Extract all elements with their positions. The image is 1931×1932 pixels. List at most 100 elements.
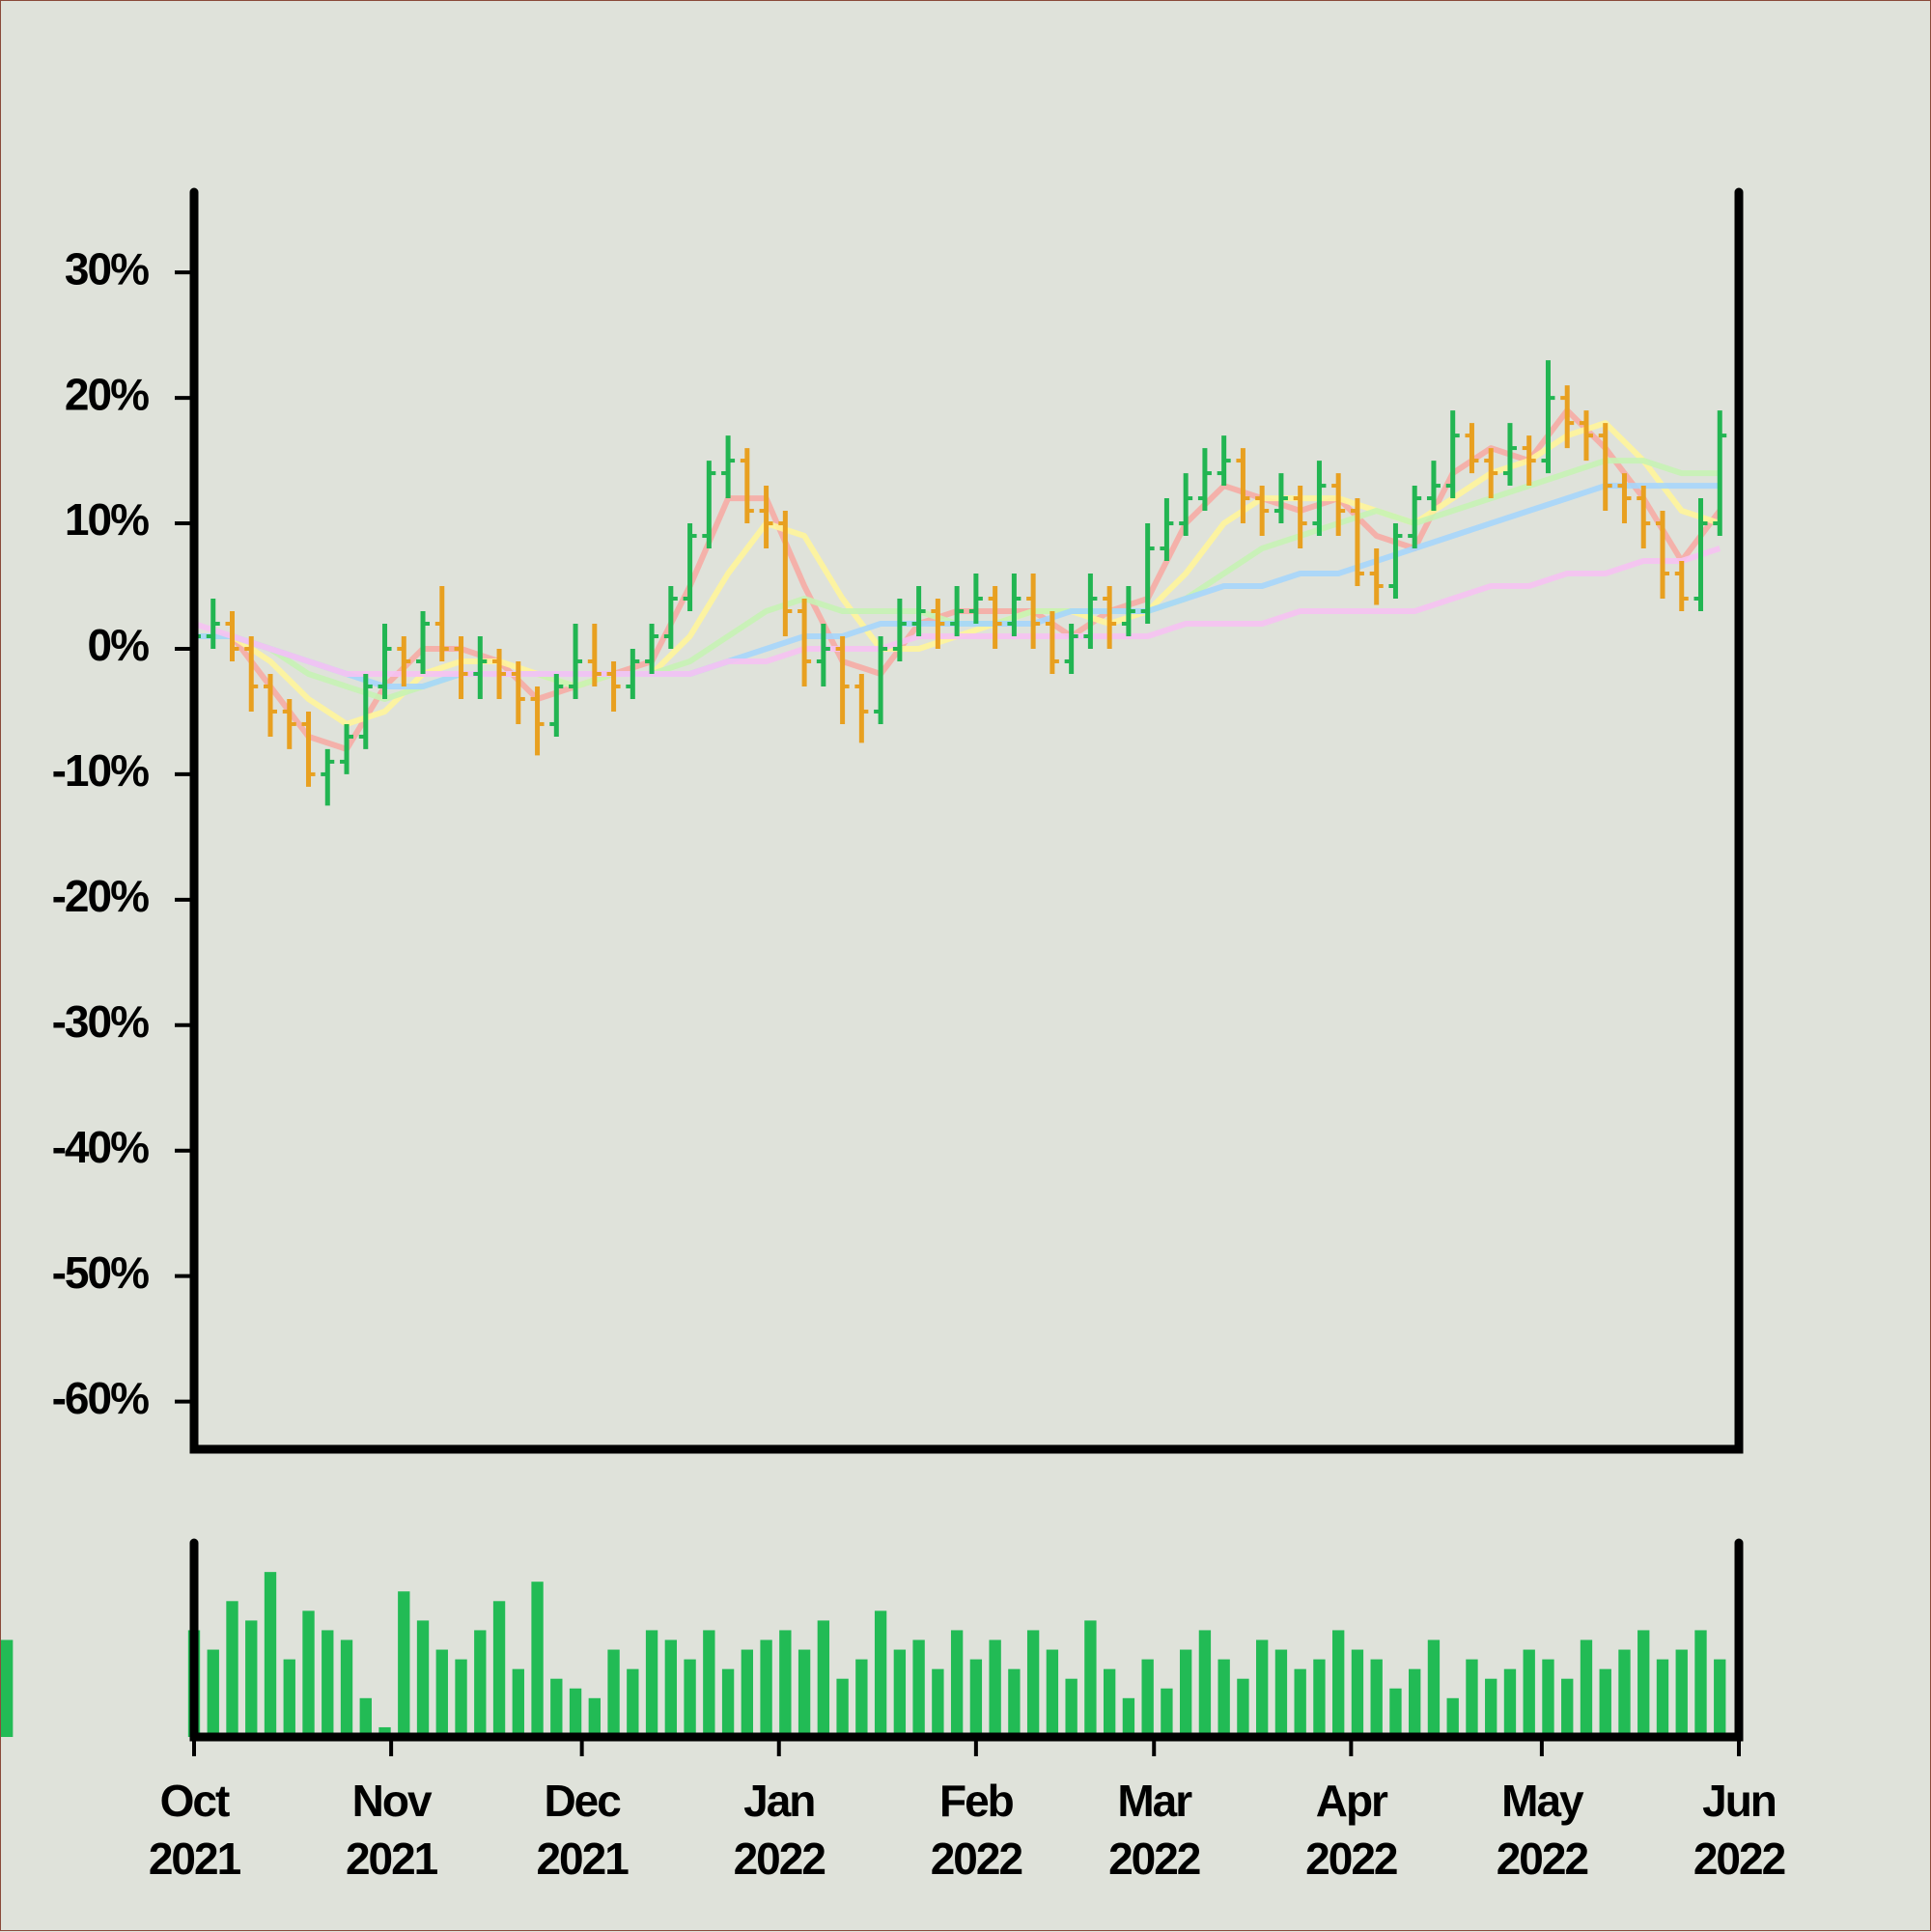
volume-bar [1675, 1649, 1688, 1737]
x-tick-label: Jun 2022 [1693, 1776, 1786, 1884]
volume-bar [703, 1630, 715, 1737]
volume-bar [836, 1678, 849, 1737]
volume-bar [1485, 1678, 1497, 1737]
volume-bar [1332, 1630, 1345, 1737]
volume-bar [1141, 1659, 1154, 1737]
volume-bar [1084, 1620, 1097, 1737]
y-tick-label: 0% [88, 620, 150, 670]
volume-bar [531, 1582, 544, 1737]
volume-bar [226, 1601, 238, 1737]
volume-bar [569, 1688, 582, 1737]
volume-bar [264, 1572, 277, 1737]
volume-bar [455, 1659, 467, 1737]
volume-bar [322, 1630, 334, 1737]
volume-bar [1427, 1639, 1441, 1737]
volume-bar [435, 1649, 448, 1737]
volume-bar [1046, 1649, 1059, 1737]
x-tick-label: May 2022 [1496, 1776, 1589, 1884]
volume-bar [1179, 1649, 1192, 1737]
y-tick-label: -30% [52, 996, 149, 1047]
volume-bar [245, 1620, 258, 1737]
volume-bar [645, 1630, 658, 1737]
x-tick-label: Dec 2021 [536, 1776, 629, 1884]
volume-bar [1161, 1688, 1173, 1737]
x-tick-label: Mar 2022 [1108, 1776, 1201, 1884]
plot-area [1, 360, 1727, 1737]
volume-bar [1026, 1630, 1040, 1737]
volume-bar [588, 1697, 601, 1737]
volume-bar [1714, 1659, 1726, 1737]
volume-bar [627, 1668, 639, 1737]
volume-bar [1542, 1659, 1554, 1737]
volume-bar [1198, 1630, 1212, 1737]
volume-bar [1103, 1668, 1116, 1737]
volume-bar [302, 1610, 315, 1737]
volume-bar [950, 1630, 964, 1737]
volume-bar [1580, 1639, 1593, 1737]
volume-bar [989, 1639, 1001, 1737]
volume-bar [1561, 1678, 1574, 1737]
volume-bar [1694, 1630, 1707, 1737]
x-tick-label: Feb 2022 [930, 1776, 1023, 1884]
volume-bar [969, 1659, 983, 1737]
y-tick-label: -20% [52, 871, 149, 921]
volume-bar [779, 1630, 792, 1737]
volume-bar [1599, 1668, 1611, 1737]
volume-bar [1217, 1659, 1230, 1737]
volume-bar [893, 1649, 907, 1737]
volume-bar [817, 1620, 830, 1737]
volume-bar [664, 1639, 677, 1737]
volume-bar [207, 1649, 219, 1737]
volume-bar [340, 1639, 353, 1737]
volume-bar [492, 1601, 506, 1737]
x-tick-label: Nov 2021 [345, 1776, 438, 1884]
y-tick-label: 30% [65, 243, 149, 294]
volume-bar [512, 1668, 524, 1737]
y-tick-label: -60% [52, 1373, 149, 1423]
x-tick-label: Oct 2021 [148, 1776, 241, 1884]
y-tick-label: 20% [65, 369, 149, 419]
y-tick-label: -50% [52, 1247, 149, 1298]
volume-bar [378, 1726, 391, 1737]
volume-bar [607, 1649, 620, 1737]
volume-bar [550, 1678, 563, 1737]
y-tick-label: -10% [52, 745, 149, 796]
y-tick-label: 10% [65, 494, 149, 545]
volume-bar [760, 1639, 772, 1737]
volume-bar [874, 1610, 887, 1737]
x-tick-label: Jan 2022 [733, 1776, 826, 1884]
volume-bar [1313, 1659, 1326, 1737]
volume-bar [1237, 1678, 1249, 1737]
volume-bar [1389, 1688, 1402, 1737]
volume-bar [1466, 1659, 1478, 1737]
volume-bar [1274, 1649, 1288, 1737]
volume-bar [1256, 1639, 1269, 1737]
x-tick-label: Apr 2022 [1305, 1776, 1398, 1884]
volume-bar [1618, 1649, 1631, 1737]
volume-axes [189, 1538, 1744, 1742]
volume-bar [398, 1591, 410, 1737]
price-axes [189, 187, 1744, 1454]
volume-bar [416, 1620, 430, 1737]
volume-bar [1065, 1678, 1077, 1737]
volume-bar [283, 1659, 295, 1737]
volume-bar [1656, 1659, 1669, 1737]
volume-bar [1351, 1649, 1364, 1737]
moving-average [193, 546, 1721, 677]
volume-bar [1122, 1697, 1135, 1737]
volume-bar [474, 1630, 487, 1737]
volume-bar [1, 1639, 14, 1737]
volume-bar [684, 1659, 696, 1737]
volume-bar [721, 1668, 735, 1737]
volume-bar [1523, 1649, 1535, 1737]
volume-bar [1294, 1668, 1306, 1737]
volume-bar [1446, 1697, 1459, 1737]
volume-bar [1370, 1659, 1383, 1737]
volume-bar [932, 1668, 944, 1737]
volume-bar [359, 1697, 372, 1737]
volume-bar [1503, 1668, 1517, 1737]
volume-bar [912, 1639, 925, 1737]
volume-bar [798, 1649, 811, 1737]
